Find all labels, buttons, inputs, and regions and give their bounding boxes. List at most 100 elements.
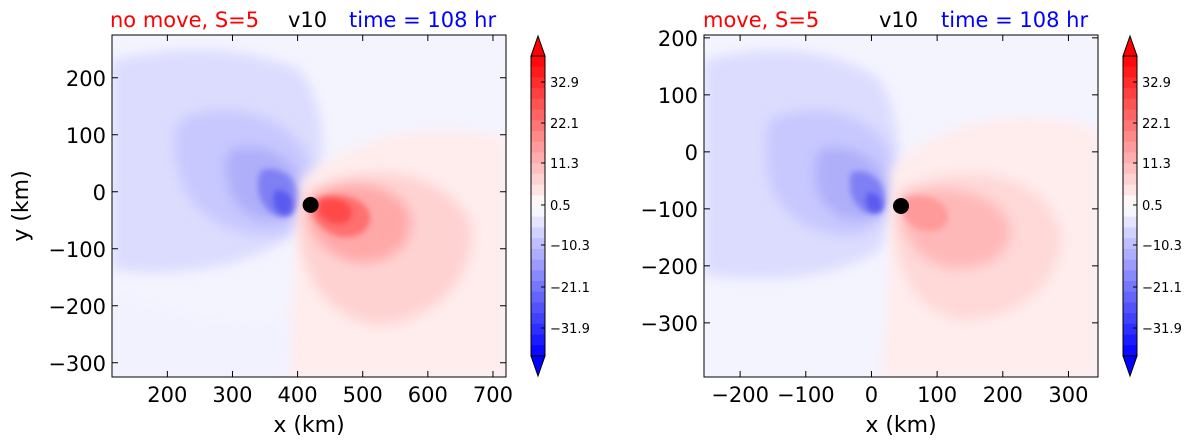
panel-left-colorbar-level <box>531 259 545 271</box>
panel-right-xtick-label: −100 <box>777 383 835 407</box>
panel-right-xtick-label: 0 <box>865 383 878 407</box>
panel-right-colorbar-level <box>1123 248 1137 261</box>
panel-left-title-left: no move, S=5 <box>110 8 259 32</box>
panel-right-colorbar-level <box>1123 66 1137 78</box>
panel-right-xlabel: x (km) <box>865 413 936 438</box>
panel-left-colorbar: 32.9 22.1 11.3 0.5 −10.3 −21.1 −31.9 <box>530 34 590 378</box>
panel-left-storm-center-marker <box>302 196 319 213</box>
panel-right-colorbar-tick-label: 22.1 <box>1142 117 1171 132</box>
panel-left-colorbar-level <box>531 227 545 239</box>
panel-right-ytick-label: −300 <box>640 312 698 336</box>
panel-left-colorbar-level <box>531 302 545 314</box>
panel-left-colorbar-level <box>531 66 545 78</box>
panel-left-xtick-label: 400 <box>278 383 318 407</box>
panel-left-ytick-label: −100 <box>48 238 106 262</box>
panel-left-ylabel: y (km) <box>9 170 34 241</box>
panel-right-colorbar-level <box>1123 184 1137 196</box>
panel-right-xtick-label: 300 <box>1048 383 1088 407</box>
panel-left-colorbar-extend-max <box>530 34 546 57</box>
panel-right-colorbar-frame <box>1122 55 1138 357</box>
panel-right-colorbar-level <box>1123 77 1137 89</box>
panel-right-colorbar-level <box>1123 56 1137 68</box>
panel-left-colorbar-level <box>531 270 545 282</box>
panel-left-ytick-label: −300 <box>48 352 106 376</box>
panel-left-colorbar-level <box>531 88 545 100</box>
panel-right-colorbar-level <box>1123 152 1137 164</box>
panel-right-colorbar-level <box>1123 227 1137 239</box>
panel-left-xtick-label: 200 <box>147 383 187 407</box>
panel-left-colorbar-level <box>531 345 545 357</box>
panel-right-title-center: v10 <box>879 8 918 32</box>
panel-right-storm-center-marker <box>893 198 909 214</box>
panel-left-colorbar-tick-label: 0.5 <box>550 199 571 214</box>
panel-right-ytick-label: −200 <box>640 255 698 279</box>
panel-left-colorbar-level <box>531 98 545 111</box>
panel-right-title-right: time = 108 hr <box>941 8 1088 32</box>
panel-left-ytick-label: 100 <box>66 124 106 148</box>
panel-right-colorbar-level <box>1123 98 1137 111</box>
panel-right-colorbar-level <box>1123 334 1137 346</box>
panel-right-colorbar-tick-label: −10.3 <box>1142 239 1182 254</box>
panel-right-colorbar-level <box>1123 281 1137 293</box>
panel-right-colorbar-level <box>1123 259 1137 271</box>
panel-left-xtick-label: 700 <box>473 383 513 407</box>
panel-right-colorbar-level <box>1123 216 1137 228</box>
panel-right-ytick-label: 100 <box>658 84 698 108</box>
panel-right-colorbar-tick-label: −21.1 <box>1142 281 1182 296</box>
panel-left-xtick-label: 500 <box>343 383 383 407</box>
panel-right-colorbar-level <box>1123 270 1137 282</box>
panel-left: no move, S=5 v10 time = 108 hr 200 300 400… <box>9 8 513 438</box>
panel-left-colorbar-tick-label: 11.3 <box>550 157 579 172</box>
panel-left-colorbar-tick-label: 22.1 <box>550 117 579 132</box>
panel-right-colorbar-level <box>1123 173 1137 186</box>
panel-right-ytick-label: −100 <box>640 198 698 222</box>
panel-left-colorbar-level <box>531 238 545 250</box>
panel-left-colorbar-level <box>531 206 545 218</box>
panel-right-colorbar-extend-min <box>1122 355 1138 378</box>
panel-right-colorbar-level <box>1123 109 1137 121</box>
panel-right-colorbar-level <box>1123 120 1137 132</box>
panel-left-colorbar-level <box>531 120 545 132</box>
panel-left-colorbar-level <box>531 216 545 228</box>
panel-left-ytick-label: 0 <box>93 181 106 205</box>
panel-left-colorbar-level <box>531 313 545 325</box>
panel-right-colorbar-level <box>1123 313 1137 325</box>
panel-right-colorbar-level <box>1123 131 1137 143</box>
panel-left-colorbar-tick-label: −21.1 <box>550 281 590 296</box>
panel-left-colorbar-level <box>531 195 545 207</box>
panel-left-plot-frame <box>111 34 507 378</box>
panel-left-colorbar-level <box>531 152 545 164</box>
panel-right-colorbar-tick-label: 0.5 <box>1142 199 1163 214</box>
panel-right-xtick-label: −200 <box>711 383 769 407</box>
panel-right-colorbar-tick-label: −31.9 <box>1142 322 1182 337</box>
panel-right-title-left: move, S=5 <box>703 8 819 32</box>
panel-left-colorbar-level <box>531 281 545 293</box>
panel-left-colorbar-level <box>531 109 545 121</box>
panel-right-colorbar-tick-label: 32.9 <box>1142 76 1171 91</box>
panel-right-colorbar-level <box>1123 323 1137 336</box>
panel-left-xtick-label: 600 <box>408 383 448 407</box>
panel-right-colorbar-level <box>1123 291 1137 303</box>
panel-left-colorbar-level <box>531 184 545 196</box>
panel-right-ytick-label: 200 <box>658 27 698 51</box>
panel-left-colorbar-level <box>531 56 545 68</box>
panel-left-colorbar-tick-label: −10.3 <box>550 239 590 254</box>
panel-left-xlabel: x (km) <box>273 413 344 438</box>
panel-right-colorbar-level <box>1123 206 1137 218</box>
panel-right-ytick-label: 0 <box>685 141 698 165</box>
panel-right-colorbar-level <box>1123 302 1137 314</box>
panel-left-ytick-label: −200 <box>48 295 106 319</box>
panel-left-ytick-label: 200 <box>66 67 106 91</box>
panel-left-title-right: time = 108 hr <box>349 8 496 32</box>
panel-left-colorbar-level <box>531 131 545 143</box>
panel-left-colorbar-level <box>531 141 545 153</box>
panel-left-colorbar-tick-label: −31.9 <box>550 322 590 337</box>
panel-right-colorbar-level <box>1123 163 1137 175</box>
panel-right-colorbar-level <box>1123 195 1137 207</box>
panel-right-colorbar-level <box>1123 88 1137 100</box>
panel-left-title-center: v10 <box>288 8 327 32</box>
panel-left-colorbar-tick-label: 32.9 <box>550 76 579 91</box>
panel-left-colorbar-extend-min <box>530 355 546 378</box>
panel-left-colorbar-level <box>531 334 545 346</box>
